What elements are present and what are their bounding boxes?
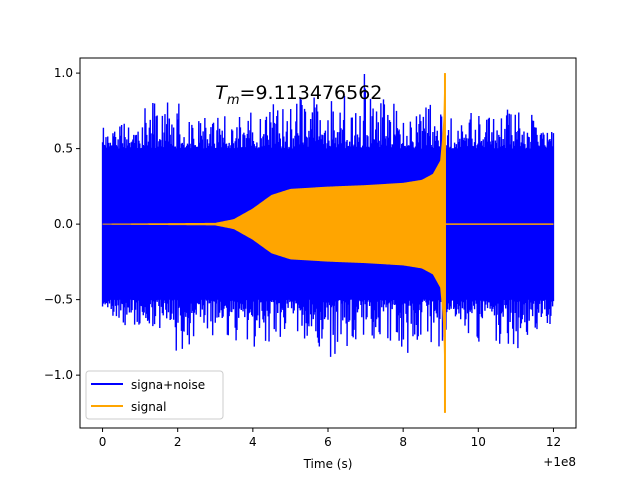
- x-tick-label: 8: [399, 435, 407, 449]
- y-axis: −1.0 −0.5 0.0 0.5 1.0: [44, 66, 80, 382]
- x-tick-label: 10: [471, 435, 486, 449]
- x-axis: 0 2 4 6 8 10 12: [99, 428, 561, 449]
- x-tick-label: 6: [324, 435, 332, 449]
- x-axis-label: Time (s): [303, 457, 353, 471]
- y-tick-label: 0.0: [54, 217, 73, 231]
- y-tick-label: 0.5: [54, 142, 73, 156]
- legend-label-signal: signal: [131, 400, 167, 414]
- y-tick-label: −1.0: [44, 368, 73, 382]
- x-tick-label: 12: [546, 435, 561, 449]
- x-tick-label: 0: [99, 435, 107, 449]
- x-axis-offset-text: +1e8: [543, 455, 576, 469]
- annotation-italic-t: T: [215, 82, 228, 104]
- x-tick-label: 2: [174, 435, 182, 449]
- legend: signa+noise signal: [85, 370, 224, 420]
- y-tick-label: 1.0: [54, 66, 73, 80]
- annotation-subscript: m: [227, 93, 240, 108]
- annotation-value: =9.113476562: [240, 82, 383, 104]
- series-layer: [101, 73, 555, 413]
- x-tick-label: 4: [249, 435, 257, 449]
- y-tick-label: −0.5: [44, 293, 73, 307]
- merger-time-annotation: Tm=9.113476562: [215, 82, 382, 108]
- legend-label-signal-noise: signa+noise: [131, 378, 205, 392]
